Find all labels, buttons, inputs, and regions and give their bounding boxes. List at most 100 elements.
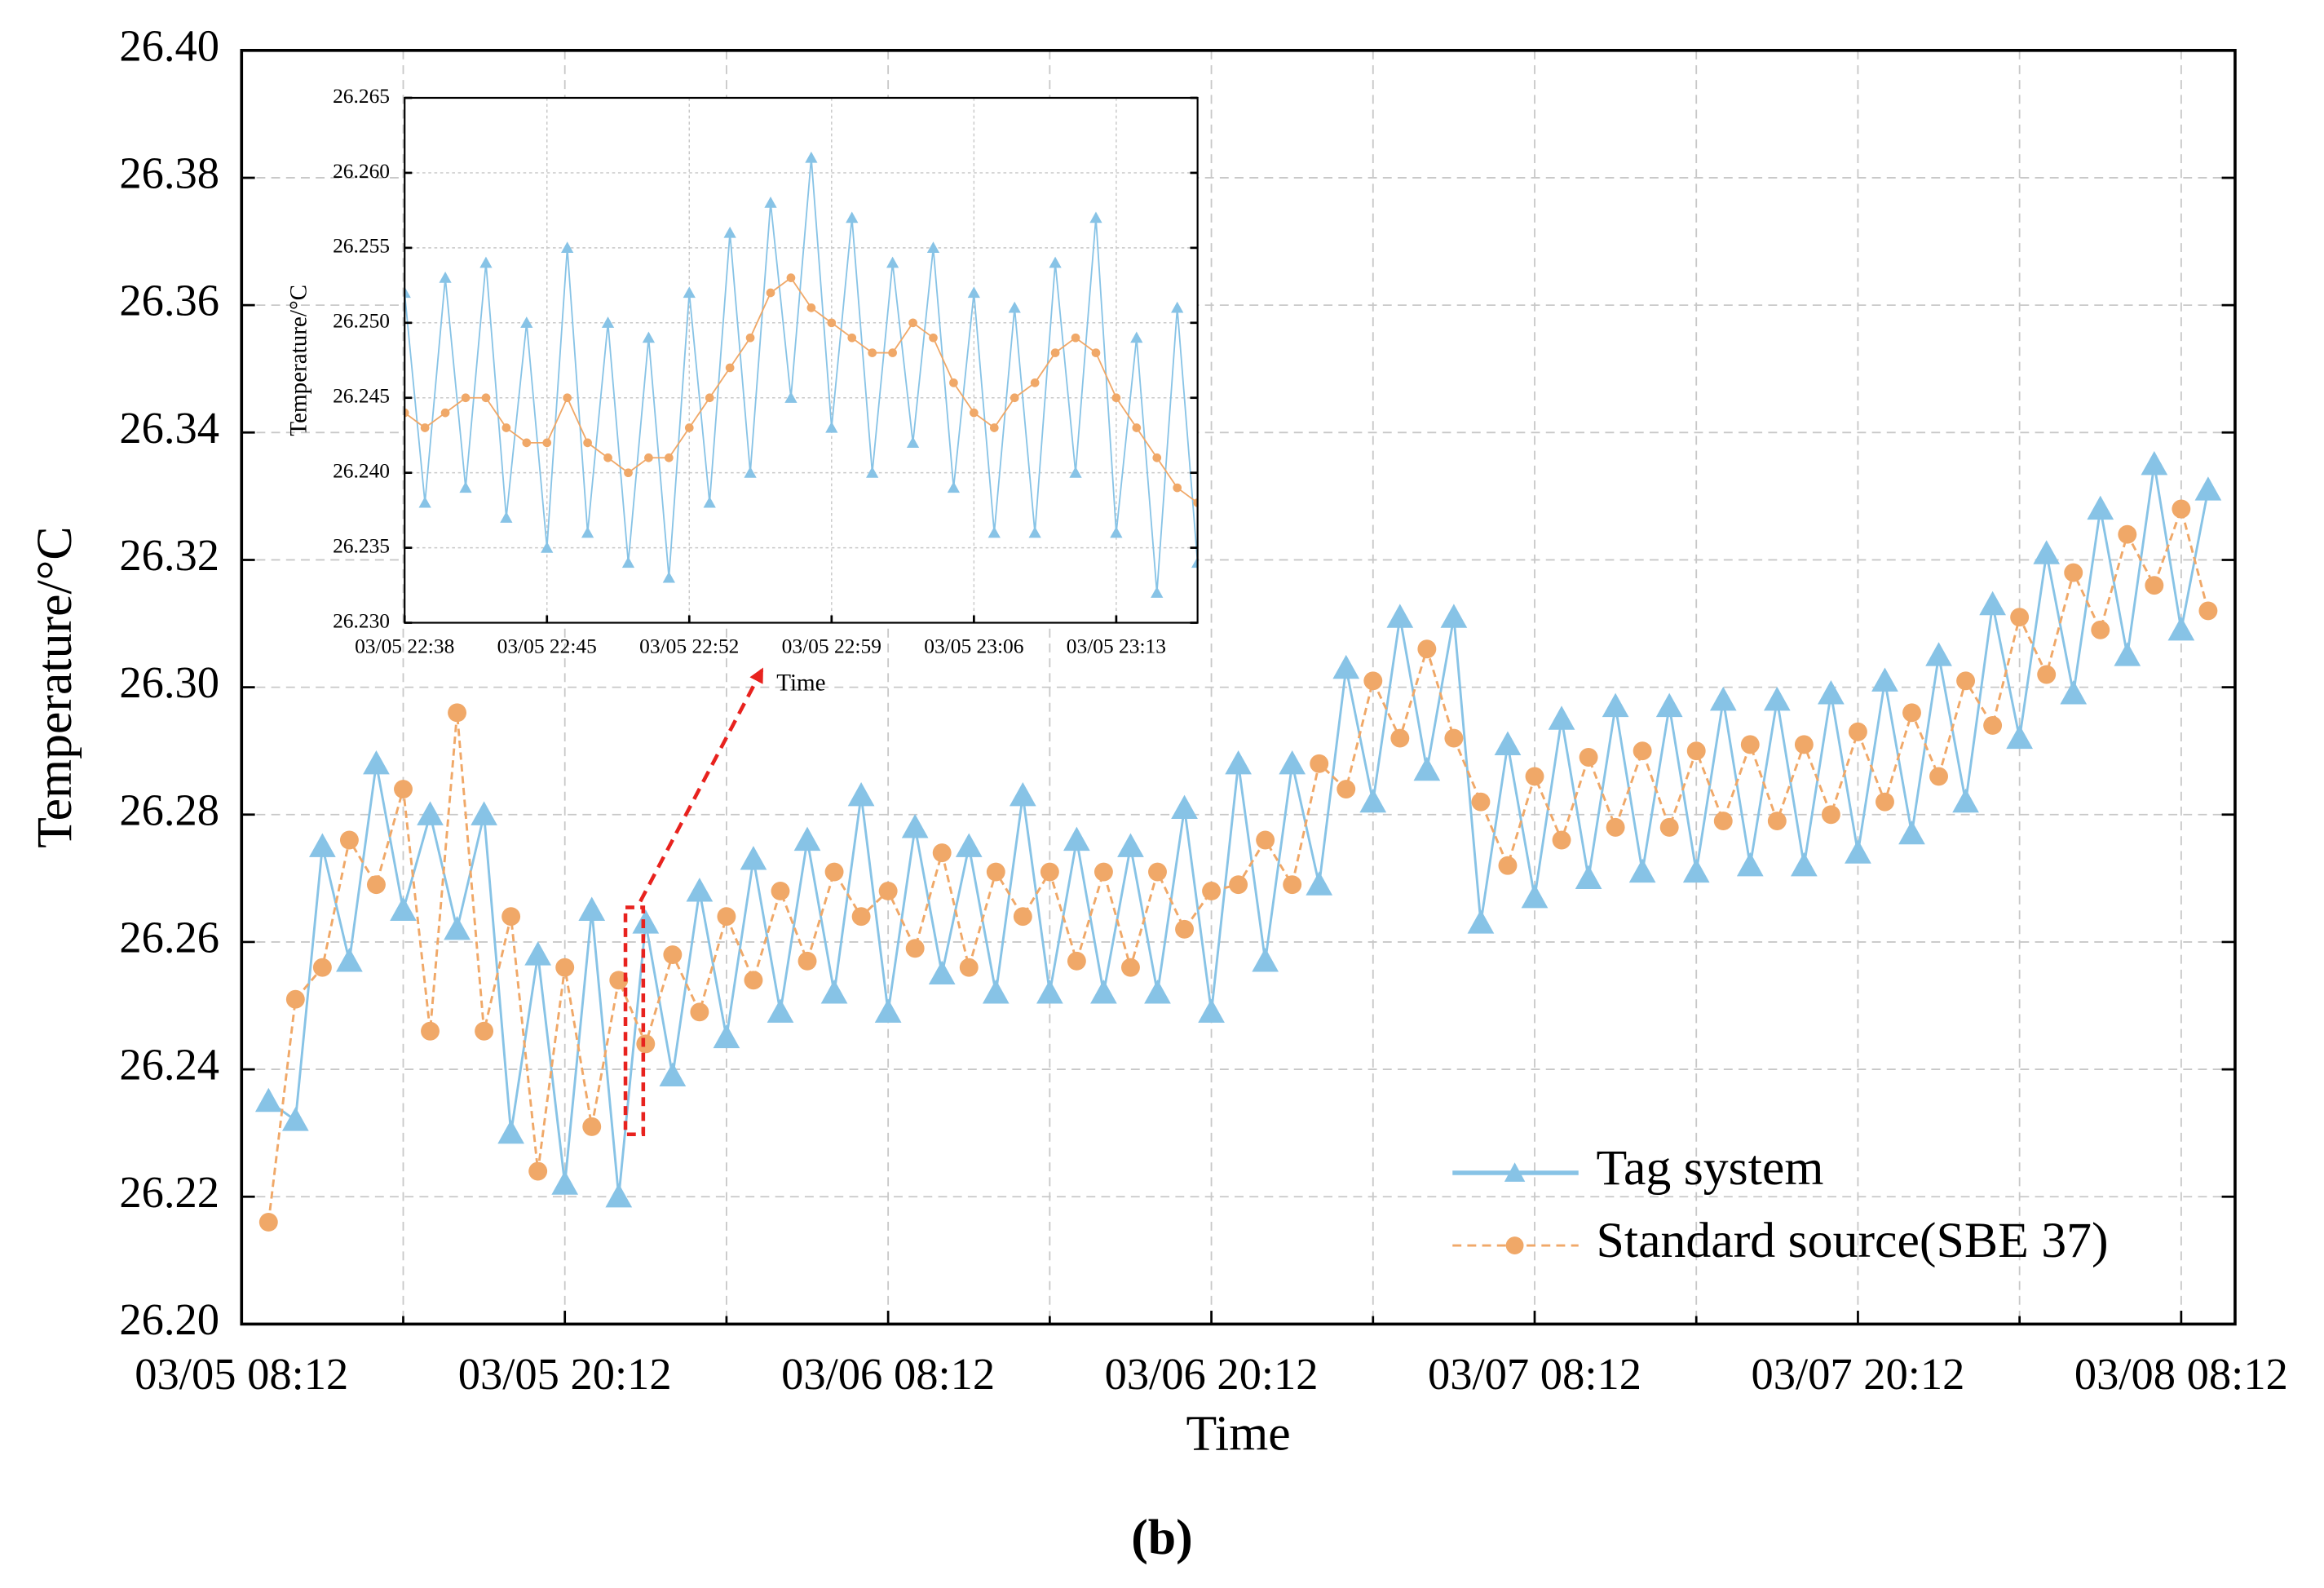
y-tick-label: 26.230 bbox=[333, 608, 390, 632]
marker-circle bbox=[1193, 498, 1198, 507]
marker-circle bbox=[461, 393, 471, 403]
marker-circle bbox=[690, 1002, 709, 1022]
legend: Tag system Standard source(SBE 37) bbox=[1452, 1140, 2109, 1268]
marker-circle bbox=[684, 423, 694, 432]
marker-triangle bbox=[520, 316, 533, 328]
marker-circle bbox=[1633, 741, 1652, 761]
y-tick-label: 26.26 bbox=[119, 912, 219, 962]
marker-circle bbox=[1175, 919, 1194, 939]
marker-triangle bbox=[1332, 654, 1360, 679]
marker-triangle bbox=[2087, 495, 2114, 520]
marker-triangle bbox=[1386, 604, 1414, 628]
marker-triangle bbox=[928, 960, 956, 985]
x-tick-label: 03/07 08:12 bbox=[1428, 1349, 1641, 1399]
marker-circle bbox=[771, 882, 790, 900]
marker-triangle bbox=[1171, 301, 1184, 313]
marker-triangle bbox=[1008, 301, 1021, 313]
marker-circle bbox=[888, 348, 897, 357]
marker-circle bbox=[1091, 348, 1101, 357]
x-tick-label: 03/08 08:12 bbox=[2074, 1349, 2288, 1399]
marker-circle bbox=[1148, 862, 1167, 882]
marker-triangle bbox=[2060, 680, 2088, 705]
marker-triangle bbox=[336, 947, 363, 972]
marker-circle bbox=[1390, 728, 1410, 748]
marker-triangle bbox=[886, 256, 899, 268]
marker-triangle bbox=[1171, 794, 1198, 820]
marker-circle bbox=[1444, 728, 1464, 748]
marker-triangle bbox=[404, 286, 411, 299]
marker-triangle bbox=[497, 1119, 524, 1144]
marker-triangle bbox=[363, 750, 390, 775]
marker-triangle bbox=[1130, 331, 1143, 343]
marker-triangle bbox=[874, 998, 902, 1023]
x-tick-label: 03/05 22:59 bbox=[782, 634, 881, 657]
marker-circle bbox=[258, 1213, 278, 1232]
marker-circle bbox=[851, 907, 871, 927]
marker-circle bbox=[636, 1034, 656, 1054]
marker-triangle bbox=[418, 496, 431, 508]
marker-triangle bbox=[820, 980, 848, 1004]
marker-triangle bbox=[1117, 833, 1144, 857]
marker-circle bbox=[285, 989, 305, 1009]
marker-circle bbox=[2064, 563, 2083, 582]
y-tick-label: 26.265 bbox=[333, 84, 390, 108]
marker-triangle bbox=[723, 226, 736, 238]
series-line bbox=[404, 276, 1198, 504]
marker-circle bbox=[959, 958, 979, 977]
marker-circle bbox=[563, 393, 572, 403]
marker-circle bbox=[766, 288, 775, 298]
marker-circle bbox=[970, 408, 979, 418]
marker-circle bbox=[644, 453, 653, 462]
marker-circle bbox=[908, 318, 917, 328]
x-tick-label: 03/05 22:45 bbox=[497, 634, 597, 657]
marker-circle bbox=[404, 408, 409, 418]
marker-triangle bbox=[642, 331, 656, 343]
marker-triangle bbox=[254, 1087, 282, 1112]
marker-circle bbox=[1606, 817, 1625, 837]
y-tick-label: 26.36 bbox=[119, 276, 219, 325]
marker-triangle bbox=[1049, 256, 1062, 268]
marker-circle bbox=[582, 1117, 602, 1136]
marker-triangle bbox=[1089, 211, 1102, 223]
y-tick-label: 26.38 bbox=[119, 148, 219, 197]
marker-circle bbox=[1173, 483, 1182, 493]
marker-circle bbox=[421, 1021, 440, 1041]
marker-circle bbox=[929, 333, 938, 343]
marker-triangle bbox=[793, 826, 821, 852]
series-line bbox=[404, 157, 1198, 593]
marker-triangle bbox=[1252, 947, 1279, 972]
marker-triangle bbox=[2033, 540, 2061, 564]
marker-triangle bbox=[1063, 826, 1090, 852]
y-tick-label: 26.250 bbox=[333, 309, 390, 333]
marker-circle bbox=[501, 907, 521, 927]
marker-triangle bbox=[744, 467, 757, 478]
marker-circle bbox=[1579, 748, 1598, 767]
marker-triangle bbox=[1225, 750, 1252, 775]
marker-circle bbox=[2010, 608, 2030, 627]
marker-circle bbox=[2091, 620, 2110, 639]
marker-triangle bbox=[703, 496, 716, 508]
marker-triangle bbox=[1682, 858, 1710, 883]
marker-circle bbox=[1013, 907, 1032, 927]
marker-triangle bbox=[740, 846, 767, 870]
marker-triangle bbox=[1440, 604, 1468, 628]
x-tick-label: 03/06 08:12 bbox=[781, 1349, 995, 1399]
marker-circle bbox=[522, 438, 532, 448]
marker-triangle bbox=[1090, 980, 1117, 1004]
marker-triangle bbox=[500, 511, 513, 523]
marker-circle bbox=[1417, 639, 1437, 659]
marker-triangle bbox=[459, 481, 472, 493]
marker-triangle bbox=[686, 878, 714, 902]
marker-triangle bbox=[1709, 686, 1737, 711]
marker-triangle bbox=[825, 421, 838, 433]
marker-triangle bbox=[767, 998, 794, 1023]
legend-marker bbox=[1504, 1162, 1526, 1182]
marker-triangle bbox=[601, 316, 615, 328]
marker-triangle bbox=[309, 833, 336, 857]
marker-triangle bbox=[1602, 692, 1629, 718]
zoom-box bbox=[623, 905, 646, 1136]
x-tick-label: 03/05 23:06 bbox=[924, 634, 1023, 657]
marker-circle bbox=[583, 438, 592, 448]
marker-circle bbox=[847, 333, 857, 343]
